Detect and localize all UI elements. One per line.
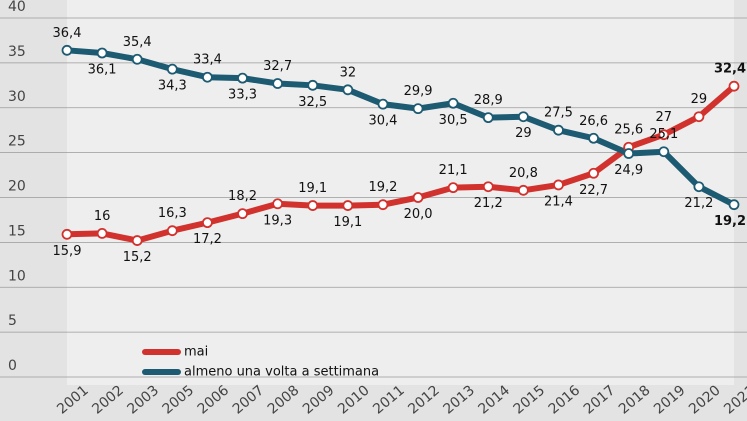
y-tick-label: 10 bbox=[8, 268, 26, 284]
data-point bbox=[202, 71, 213, 83]
data-point bbox=[272, 198, 284, 210]
y-tick-label: 35 bbox=[8, 44, 26, 60]
data-label: 15,9 bbox=[53, 244, 82, 259]
data-label: 36,1 bbox=[88, 63, 117, 78]
data-point bbox=[307, 200, 319, 211]
y-tick-label: 0 bbox=[8, 358, 17, 374]
data-point bbox=[237, 72, 248, 84]
data-point bbox=[447, 97, 459, 109]
data-label: 33,3 bbox=[228, 88, 257, 103]
data-label: 28,9 bbox=[474, 93, 503, 108]
data-label: 17,2 bbox=[193, 232, 222, 247]
data-point bbox=[412, 192, 424, 203]
y-tick-label: 5 bbox=[8, 313, 17, 329]
data-point bbox=[553, 124, 564, 136]
data-label: 26,6 bbox=[579, 114, 608, 129]
data-label: 15,2 bbox=[123, 250, 152, 265]
data-label: 34,3 bbox=[158, 79, 187, 94]
data-label: 30,4 bbox=[368, 114, 397, 129]
data-point bbox=[623, 148, 635, 159]
data-label: 32 bbox=[340, 65, 357, 80]
y-tick-label: 20 bbox=[8, 179, 26, 195]
data-point bbox=[61, 228, 73, 240]
legend-label: almeno una volta a settimana bbox=[184, 365, 379, 380]
data-label: 19,2 bbox=[368, 180, 397, 195]
data-label: 20,0 bbox=[404, 207, 433, 222]
data-label: 22,7 bbox=[579, 183, 608, 198]
data-point bbox=[272, 78, 284, 89]
data-point bbox=[412, 103, 424, 115]
data-point bbox=[237, 208, 248, 220]
data-label: 18,2 bbox=[228, 189, 257, 204]
data-point bbox=[517, 111, 529, 123]
data-label: 35,4 bbox=[123, 35, 152, 50]
data-label: 25,1 bbox=[649, 127, 678, 142]
data-label: 21,4 bbox=[544, 194, 573, 209]
data-point bbox=[693, 181, 705, 193]
data-point bbox=[482, 112, 494, 124]
data-point bbox=[728, 80, 740, 92]
data-label: 27,5 bbox=[544, 106, 573, 121]
data-label: 21,2 bbox=[684, 196, 713, 211]
data-label: 20,8 bbox=[509, 166, 538, 181]
data-point bbox=[588, 132, 599, 144]
series-line bbox=[66, 47, 736, 208]
data-point bbox=[131, 53, 143, 65]
data-point bbox=[658, 129, 670, 141]
data-point bbox=[202, 217, 213, 229]
data-point bbox=[377, 199, 389, 211]
data-label: 19,1 bbox=[333, 215, 362, 230]
data-label: 16,3 bbox=[158, 206, 187, 221]
data-point bbox=[728, 199, 740, 211]
data-point bbox=[588, 167, 599, 179]
y-tick-label: 30 bbox=[8, 89, 26, 105]
data-point bbox=[307, 79, 319, 91]
data-label: 27 bbox=[656, 110, 673, 125]
data-label: 21,1 bbox=[439, 163, 468, 178]
data-label: 30,5 bbox=[439, 113, 468, 128]
legend-label: mai bbox=[184, 345, 208, 360]
data-point bbox=[166, 63, 178, 75]
data-label: 29,9 bbox=[404, 84, 433, 99]
data-point bbox=[482, 181, 494, 193]
plot-band bbox=[67, 0, 734, 385]
data-label: 29 bbox=[691, 92, 708, 107]
y-tick-label: 15 bbox=[8, 223, 26, 239]
data-point bbox=[553, 179, 564, 191]
data-label: 25,6 bbox=[614, 123, 643, 138]
data-label: 19,3 bbox=[263, 213, 292, 228]
data-point bbox=[342, 84, 354, 96]
data-point bbox=[166, 225, 178, 237]
data-label: 21,2 bbox=[474, 196, 503, 211]
data-label: 33,4 bbox=[193, 53, 222, 68]
data-label: 24,9 bbox=[614, 163, 643, 178]
data-point bbox=[96, 227, 108, 239]
data-label: 16 bbox=[94, 209, 111, 224]
data-label: 32,7 bbox=[263, 59, 292, 74]
data-point bbox=[342, 200, 354, 211]
data-label: 19,2 bbox=[714, 214, 746, 229]
data-point bbox=[377, 98, 389, 110]
data-label: 32,4 bbox=[714, 62, 746, 77]
data-label: 29 bbox=[515, 126, 532, 141]
data-point bbox=[61, 44, 73, 56]
data-label: 19,1 bbox=[298, 181, 327, 196]
data-point bbox=[96, 47, 108, 59]
data-point bbox=[447, 182, 459, 194]
data-point bbox=[658, 146, 670, 158]
data-point bbox=[693, 111, 705, 123]
data-label: 36,4 bbox=[53, 26, 82, 41]
data-point bbox=[131, 235, 143, 246]
y-tick-label: 40 bbox=[8, 0, 26, 15]
data-point bbox=[517, 184, 529, 196]
y-tick-label: 25 bbox=[8, 134, 26, 150]
data-label: 32,5 bbox=[298, 95, 327, 110]
